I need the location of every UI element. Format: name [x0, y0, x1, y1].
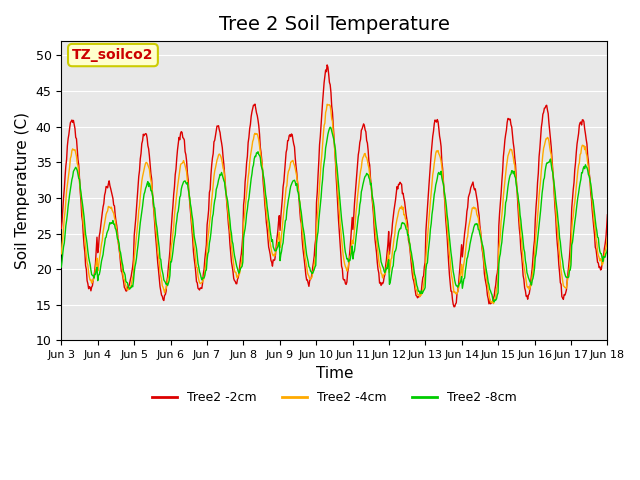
- Y-axis label: Soil Temperature (C): Soil Temperature (C): [15, 112, 30, 269]
- Legend: Tree2 -2cm, Tree2 -4cm, Tree2 -8cm: Tree2 -2cm, Tree2 -4cm, Tree2 -8cm: [147, 386, 522, 409]
- Text: TZ_soilco2: TZ_soilco2: [72, 48, 154, 62]
- Title: Tree 2 Soil Temperature: Tree 2 Soil Temperature: [219, 15, 450, 34]
- X-axis label: Time: Time: [316, 366, 353, 381]
